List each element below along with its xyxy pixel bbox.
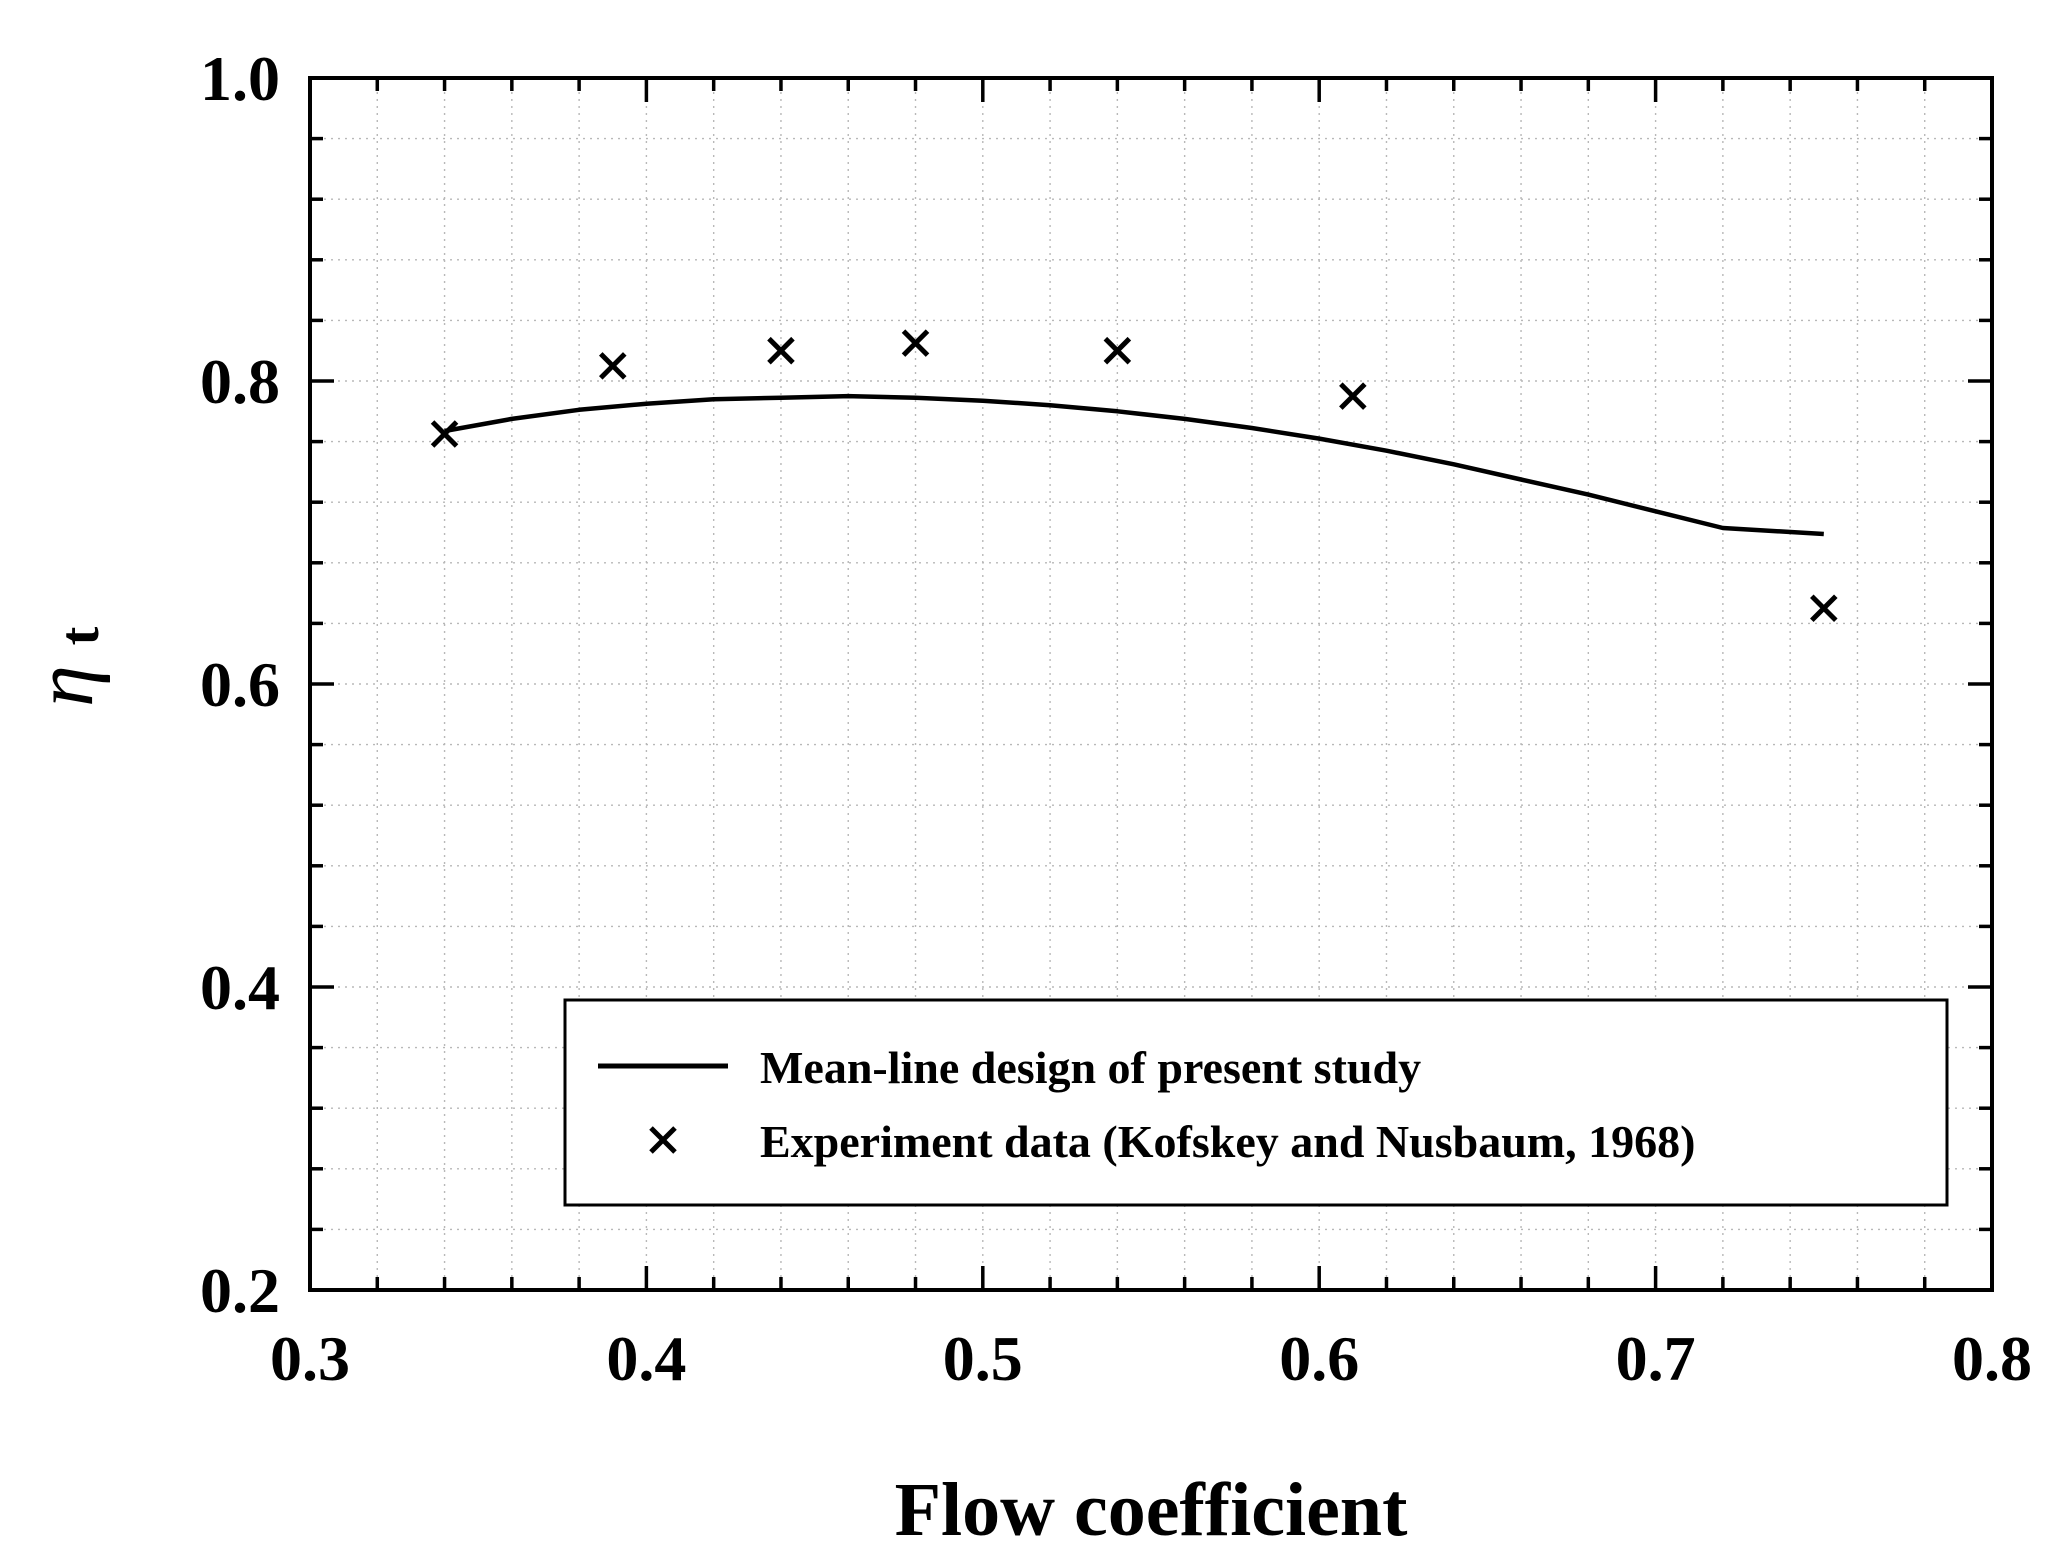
x-marker-stroke [430,420,459,448]
x-marker-stroke [1103,336,1132,365]
x-marker-stroke [649,1126,677,1154]
y-tick-label: 0.8 [200,346,280,417]
x-tick-label: 0.7 [1616,1323,1696,1394]
x-tick-label: 0.3 [270,1323,350,1394]
experiment-point [598,352,627,380]
x-tick-label: 0.5 [943,1323,1023,1394]
x-tick-label: 0.8 [1952,1323,2032,1394]
plot-frame [308,76,1994,1292]
experiment-point [1339,382,1367,410]
tick-labels: 0.3 0.4 0.5 0.6 0.7 0.8 0.2 0.4 0.6 0.8 1.0 [200,43,2032,1394]
experiment-point [767,336,795,365]
x-marker-stroke [901,329,930,357]
x-tick-label: 0.6 [1279,1323,1359,1394]
experiment-point [430,420,459,448]
experiment-point [901,329,930,357]
axis-ticks [310,78,1992,1290]
y-tick-label: 1.0 [200,43,280,114]
x-axis-title: Flow coefficient [895,1468,1408,1546]
legend-x-marker [649,1126,677,1154]
y-axis-title-subscript: t [49,626,111,645]
legend-label-experiment: Experiment data (Kofskey and Nusbaum, 19… [760,1116,1695,1167]
y-axis-title: η t [18,626,111,707]
x-marker-stroke [1339,382,1367,410]
x-marker-stroke [1810,594,1838,623]
experiment-point [1810,594,1838,623]
legend-label-mean-line: Mean-line design of present study [760,1042,1421,1093]
x-marker-stroke [767,336,795,365]
x-marker-stroke [598,352,627,380]
x-tick-label: 0.4 [606,1323,686,1394]
legend-box [563,998,1949,1207]
y-tick-label: 0.4 [200,952,280,1023]
y-tick-label: 0.2 [200,1255,280,1326]
experiment-point [1103,336,1132,365]
series-layer [430,329,1838,623]
mean-line-curve [444,393,1824,537]
y-tick-label: 0.6 [200,649,280,720]
legend: Mean-line design of present study Experi… [563,998,1949,1207]
y-axis-title-symbol: η [18,665,111,707]
